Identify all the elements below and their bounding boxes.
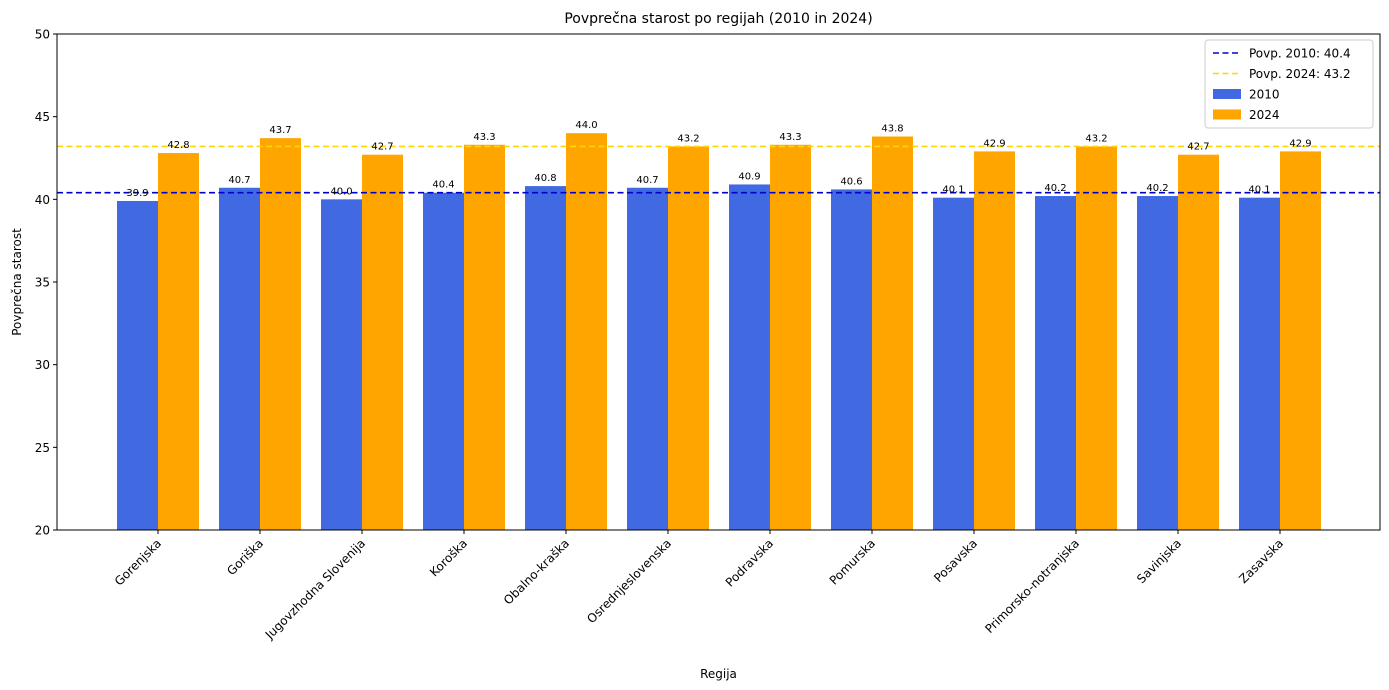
bar-value-label: 40.4 bbox=[432, 180, 454, 191]
x-tick-label: Zasavska bbox=[1236, 536, 1286, 586]
bar-value-label: 43.3 bbox=[779, 132, 801, 143]
bar-value-label: 40.2 bbox=[1146, 183, 1168, 194]
legend-entry-label: 2024 bbox=[1249, 108, 1280, 122]
bar-2010 bbox=[117, 200, 158, 530]
bar-value-label: 40.1 bbox=[942, 185, 964, 196]
x-tick-label: Osrednjeslovenska bbox=[584, 536, 674, 626]
bar-value-label: 40.8 bbox=[534, 173, 556, 184]
y-tick-label: 50 bbox=[35, 28, 50, 42]
y-tick-label: 30 bbox=[35, 358, 50, 372]
bar-value-label: 40.6 bbox=[840, 176, 862, 187]
legend-entry-label: 2010 bbox=[1249, 88, 1280, 102]
bar-value-label: 40.0 bbox=[330, 186, 352, 197]
bar-value-label: 43.2 bbox=[1085, 133, 1107, 144]
bar-value-label: 40.2 bbox=[1044, 183, 1066, 194]
bar-2024 bbox=[566, 133, 607, 530]
bar-2024 bbox=[362, 154, 403, 530]
bar-2010 bbox=[321, 199, 362, 531]
bar-2024 bbox=[1076, 146, 1117, 530]
y-tick-label: 40 bbox=[35, 193, 50, 207]
y-tick-label: 35 bbox=[35, 276, 50, 290]
bar-2024 bbox=[770, 144, 811, 531]
x-tick-label: Goriška bbox=[224, 536, 266, 578]
bar-value-label: 40.9 bbox=[738, 171, 760, 182]
bar-2010 bbox=[831, 189, 872, 530]
bar-2010 bbox=[1035, 196, 1076, 530]
bar-value-label: 42.9 bbox=[1289, 138, 1311, 149]
bar-value-label: 42.8 bbox=[167, 140, 189, 151]
bar-value-label: 43.3 bbox=[473, 132, 495, 143]
bar-value-label: 42.7 bbox=[1187, 142, 1209, 153]
y-axis-label: Povprečna starost bbox=[10, 228, 24, 336]
legend-entry-label: Povp. 2024: 43.2 bbox=[1249, 67, 1351, 81]
x-tick-label: Koroška bbox=[427, 536, 470, 579]
bar-2010 bbox=[525, 186, 566, 530]
reference-lines bbox=[57, 145, 1380, 194]
bar-2010 bbox=[1137, 196, 1178, 530]
bar-value-label: 42.7 bbox=[371, 142, 393, 153]
y-tick-label: 45 bbox=[35, 110, 50, 124]
bar-value-label: 43.8 bbox=[881, 124, 903, 135]
bar-2024 bbox=[464, 144, 505, 531]
x-tick-label: Savinjska bbox=[1134, 536, 1184, 586]
chart-title: Povprečna starost po regijah (2010 in 20… bbox=[564, 11, 872, 27]
x-tick-label: Gorenjska bbox=[112, 536, 164, 588]
bar-value-label: 44.0 bbox=[575, 120, 597, 131]
legend-color-swatch bbox=[1213, 89, 1241, 99]
x-tick-label: Podravska bbox=[723, 536, 776, 589]
x-tick-label: Jugovzhodna Slovenija bbox=[262, 536, 368, 642]
bar-2010 bbox=[933, 197, 974, 530]
bar-value-label: 39.9 bbox=[126, 188, 148, 199]
bar-2010 bbox=[1239, 197, 1280, 530]
bar-2024 bbox=[158, 153, 199, 531]
legend-entry-label: Povp. 2010: 40.4 bbox=[1249, 47, 1351, 61]
y-tick-label: 20 bbox=[35, 524, 50, 538]
x-axis-label: Regija bbox=[700, 667, 737, 681]
legend-color-swatch bbox=[1213, 109, 1241, 120]
bar-2010 bbox=[219, 187, 260, 530]
bar-labels: 39.9 42.8 40.7 43.7 40.0 42.7 40.4 43.3 40.8 44.0… bbox=[126, 120, 1311, 199]
bar-2024 bbox=[260, 138, 301, 530]
x-tick-label: Posavska bbox=[931, 536, 980, 585]
bars-layer bbox=[117, 133, 1321, 531]
y-tick-label: 25 bbox=[35, 441, 50, 455]
bar-value-label: 40.7 bbox=[228, 175, 250, 186]
x-tick-label: Obalno-kraška bbox=[501, 536, 572, 607]
bar-value-label: 40.1 bbox=[1248, 185, 1270, 196]
bar-2024 bbox=[974, 151, 1015, 531]
bar-2024 bbox=[668, 146, 709, 530]
x-tick-label: Primorsko-notranjska bbox=[982, 536, 1082, 636]
bar-2010 bbox=[627, 187, 668, 530]
legend: Povp. 2010: 40.4 Povp. 2024: 43.2 2010 2024 bbox=[1204, 39, 1374, 129]
bar-2010 bbox=[423, 192, 464, 530]
bar-value-label: 42.9 bbox=[983, 138, 1005, 149]
bar-2024 bbox=[1178, 154, 1219, 530]
bar-2024 bbox=[872, 136, 913, 531]
x-tick-label: Pomurska bbox=[827, 536, 878, 587]
legend-box bbox=[1204, 39, 1374, 129]
bar-value-label: 43.7 bbox=[269, 125, 291, 136]
bar-value-label: 43.2 bbox=[677, 133, 699, 144]
bar-2024 bbox=[1280, 151, 1321, 531]
bar-value-label: 40.7 bbox=[636, 175, 658, 186]
bar-2010 bbox=[729, 184, 770, 530]
